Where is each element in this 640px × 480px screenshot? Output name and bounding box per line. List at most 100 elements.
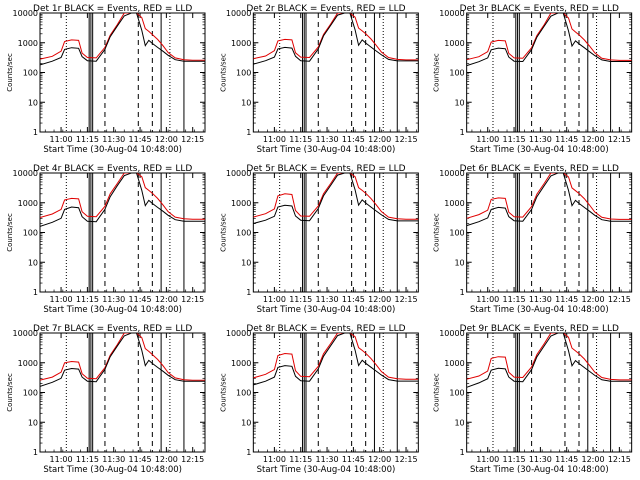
x-tick-label: 11:45 [129, 455, 152, 464]
y-tick-label: 1 [460, 288, 465, 297]
y-tick-label: 1 [246, 128, 251, 137]
x-tick-label: 12:00 [368, 295, 391, 304]
x-tick-label: 11:45 [129, 295, 152, 304]
x-tick-label: 12:15 [181, 455, 204, 464]
series-lld-line [466, 173, 632, 220]
x-tick-label: 11:00 [50, 295, 73, 304]
series-lld-line [466, 13, 632, 61]
x-tick-label: 12:00 [368, 455, 391, 464]
y-tick-label: 1000 [444, 359, 464, 368]
panel-det-2: Det 2r BLACK = Events, RED = LLD 1 10 100 10… [219, 4, 419, 155]
panel-det-1: Det 1r BLACK = Events, RED = LLD 1 10 100 10… [6, 4, 206, 155]
x-tick-label: 11:00 [50, 135, 73, 144]
y-tick-label: 100 [23, 229, 38, 238]
x-tick-label: 11:45 [342, 455, 365, 464]
y-tick-label: 10000 [13, 9, 38, 18]
series-lld-line [253, 173, 419, 220]
panel-title: Det 1r BLACK = Events, RED = LLD [33, 4, 192, 14]
x-tick-label: 12:15 [181, 295, 204, 304]
y-tick-label: 1 [246, 288, 251, 297]
x-tick-label: 12:00 [582, 295, 605, 304]
x-tick-label: 12:00 [155, 135, 178, 144]
y-tick-label: 1000 [231, 39, 251, 48]
y-tick-label: 1000 [231, 199, 251, 208]
y-axis-label: Counts/sec [219, 213, 227, 252]
panel-title: Det 9r BLACK = Events, RED = LLD [460, 324, 619, 334]
x-tick-label: 12:15 [395, 135, 418, 144]
x-tick-label: 12:15 [395, 295, 418, 304]
series-lld-line [40, 13, 205, 61]
x-tick-label: 11:45 [129, 135, 152, 144]
x-tick-label: 12:15 [608, 135, 631, 144]
y-tick-label: 10 [241, 98, 251, 107]
x-tick-label: 12:15 [608, 295, 631, 304]
x-tick-label: 11:30 [529, 295, 552, 304]
y-axis-label: Counts/sec [433, 53, 441, 92]
y-tick-label: 10000 [13, 329, 38, 338]
panel-title: Det 3r BLACK = Events, RED = LLD [460, 4, 619, 14]
panel-title: Det 6r BLACK = Events, RED = LLD [460, 164, 619, 174]
series-events-line [253, 173, 419, 224]
x-tick-label: 12:15 [181, 135, 204, 144]
y-axis-label: Counts/sec [433, 213, 441, 252]
x-tick-label: 11:15 [76, 135, 99, 144]
y-tick-label: 100 [236, 69, 251, 78]
y-tick-label: 10 [28, 258, 38, 267]
x-axis-label: Start Time (30-Aug-04 10:48:00) [257, 305, 396, 315]
y-tick-label: 10000 [439, 169, 464, 178]
y-tick-label: 1 [33, 448, 38, 457]
x-tick-label: 12:00 [368, 135, 391, 144]
x-tick-label: 11:45 [555, 295, 578, 304]
x-tick-label: 11:00 [50, 455, 73, 464]
y-tick-label: 10 [28, 418, 38, 427]
y-tick-label: 10000 [226, 169, 251, 178]
y-tick-label: 10 [28, 98, 38, 107]
y-tick-label: 100 [236, 229, 251, 238]
x-axis-label: Start Time (30-Aug-04 10:48:00) [257, 145, 396, 155]
y-tick-label: 100 [23, 69, 38, 78]
x-tick-label: 11:30 [316, 455, 339, 464]
x-tick-label: 11:00 [263, 455, 286, 464]
plot-frame [39, 12, 206, 133]
y-tick-label: 10 [241, 418, 251, 427]
y-axis-label: Counts/sec [219, 373, 227, 412]
x-tick-label: 11:45 [342, 135, 365, 144]
panel-title: Det 4r BLACK = Events, RED = LLD [33, 164, 192, 174]
x-tick-label: 11:30 [316, 295, 339, 304]
panel-title: Det 5r BLACK = Events, RED = LLD [246, 164, 405, 174]
x-tick-label: 11:15 [289, 455, 312, 464]
panel-det-6: Det 6r BLACK = Events, RED = LLD 1 10 100 10… [433, 164, 633, 315]
series-events-line [253, 333, 419, 386]
y-tick-label: 100 [449, 389, 464, 398]
y-tick-label: 1000 [444, 199, 464, 208]
x-tick-label: 11:15 [76, 295, 99, 304]
x-tick-label: 11:15 [289, 135, 312, 144]
y-tick-label: 100 [449, 69, 464, 78]
panel-title: Det 2r BLACK = Events, RED = LLD [246, 4, 405, 14]
x-tick-label: 11:00 [263, 295, 286, 304]
series-lld-line [466, 333, 632, 381]
x-tick-label: 11:45 [555, 135, 578, 144]
y-tick-label: 10 [454, 418, 464, 427]
y-tick-label: 100 [449, 229, 464, 238]
y-tick-label: 10000 [226, 9, 251, 18]
x-tick-label: 11:15 [503, 455, 526, 464]
plot-frame [466, 172, 633, 293]
series-lld-line [253, 333, 419, 380]
x-axis-label: Start Time (30-Aug-04 10:48:00) [43, 465, 182, 475]
series-events-line [40, 173, 205, 227]
x-tick-label: 11:30 [102, 295, 125, 304]
y-tick-label: 1000 [18, 39, 38, 48]
y-axis-label: Counts/sec [6, 373, 14, 412]
panel-det-9: Det 9r BLACK = Events, RED = LLD 1 10 100 10… [433, 324, 633, 475]
y-tick-label: 10000 [439, 329, 464, 338]
y-tick-label: 1 [246, 448, 251, 457]
x-tick-label: 12:15 [395, 455, 418, 464]
x-tick-label: 11:30 [529, 455, 552, 464]
x-axis-label: Start Time (30-Aug-04 10:48:00) [470, 465, 609, 475]
x-tick-label: 11:15 [503, 295, 526, 304]
y-tick-label: 10 [454, 98, 464, 107]
plot-frame [252, 12, 419, 133]
series-events-line [40, 333, 205, 387]
